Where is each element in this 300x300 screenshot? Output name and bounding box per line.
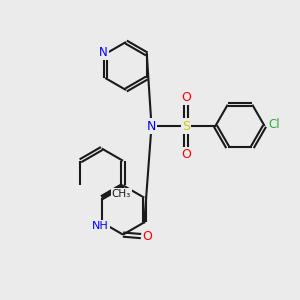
Text: Cl: Cl: [268, 118, 280, 131]
Text: O: O: [143, 230, 152, 243]
Text: N: N: [99, 46, 108, 59]
Text: CH₃: CH₃: [112, 189, 131, 199]
Text: O: O: [181, 148, 191, 161]
Text: O: O: [181, 91, 191, 104]
Text: S: S: [182, 119, 190, 133]
Text: N: N: [147, 119, 156, 133]
Text: NH: NH: [92, 221, 109, 231]
